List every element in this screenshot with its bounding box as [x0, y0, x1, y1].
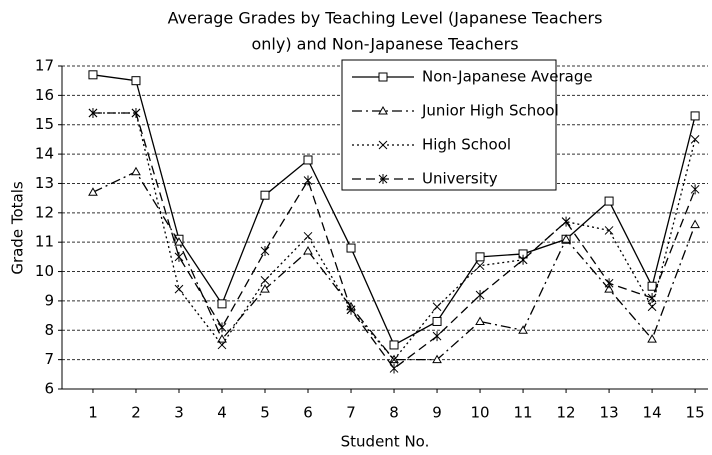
x-tick-label: 6 [303, 404, 313, 422]
marker [88, 107, 98, 118]
x-tick-label: 13 [600, 404, 619, 422]
x-tick-label: 14 [643, 404, 662, 422]
marker [303, 245, 313, 255]
marker [174, 284, 184, 294]
marker [561, 234, 571, 243]
marker [389, 340, 399, 350]
x-tick-label: 9 [432, 404, 442, 422]
marker [475, 290, 485, 301]
marker [647, 281, 657, 291]
x-tick-label: 4 [217, 404, 227, 422]
marker [174, 251, 184, 262]
legend-label: High School [422, 136, 511, 154]
y-axis-label: Grade Totals [9, 181, 27, 275]
chart-title: Average Grades by Teaching Level (Japane… [168, 9, 603, 28]
marker [260, 245, 270, 256]
x-tick-label: 2 [131, 404, 141, 422]
marker [217, 299, 227, 309]
marker [647, 334, 657, 343]
legend-label: Non-Japanese Average [422, 68, 593, 86]
marker [647, 302, 657, 312]
y-tick-label: 13 [35, 174, 54, 192]
series-line [92, 170, 696, 361]
marker [604, 196, 614, 206]
y-tick-label: 6 [44, 380, 54, 398]
marker [260, 190, 270, 200]
legend-marker [378, 105, 388, 115]
marker [346, 243, 356, 253]
x-axis-label: Student No. [341, 433, 430, 451]
series-line [92, 112, 696, 370]
y-tick-label: 14 [35, 145, 54, 163]
y-tick-label: 16 [35, 86, 54, 104]
marker [518, 254, 528, 265]
x-tick-label: 1 [88, 404, 98, 422]
legend-label: University [422, 170, 498, 188]
marker [303, 231, 313, 241]
marker [217, 334, 227, 343]
marker [690, 111, 700, 121]
marker [131, 166, 141, 176]
marker [604, 284, 614, 293]
legend-marker [378, 72, 388, 82]
marker [432, 354, 442, 364]
marker [690, 184, 700, 195]
marker [389, 363, 399, 374]
marker [260, 284, 270, 293]
marker [432, 302, 442, 312]
marker [690, 219, 700, 229]
marker [303, 155, 313, 165]
y-tick-label: 10 [35, 262, 54, 280]
marker [604, 226, 614, 235]
y-tick-label: 15 [35, 115, 54, 133]
marker [88, 70, 98, 80]
chart-title: only) and Non-Japanese Teachers [251, 35, 518, 54]
marker [475, 316, 485, 325]
x-tick-label: 15 [686, 404, 705, 422]
marker [217, 322, 227, 333]
x-tick-label: 5 [260, 404, 270, 422]
marker [346, 304, 356, 315]
marker [475, 252, 485, 262]
marker [389, 355, 399, 364]
legend-marker [378, 174, 388, 184]
x-tick-label: 11 [514, 404, 533, 422]
y-tick-label: 11 [35, 233, 54, 251]
y-tick-label: 8 [44, 321, 54, 339]
x-tick-label: 3 [174, 404, 184, 422]
x-tick-label: 10 [471, 404, 490, 422]
marker [88, 187, 98, 196]
x-tick-label: 7 [346, 404, 356, 422]
marker [690, 135, 700, 144]
marker [217, 340, 227, 350]
y-tick-label: 12 [35, 203, 54, 221]
marker [604, 278, 614, 289]
marker [647, 292, 657, 303]
marker [131, 76, 141, 86]
marker [303, 175, 313, 186]
marker [475, 261, 485, 271]
legend-label: Junior High School [421, 102, 559, 120]
marker [518, 325, 528, 334]
marker [260, 276, 270, 285]
marker [174, 237, 184, 246]
marker [131, 107, 141, 118]
y-tick-label: 9 [44, 291, 54, 309]
marker [432, 331, 442, 342]
marker [561, 216, 571, 227]
marker [432, 316, 442, 326]
x-tick-label: 12 [557, 404, 576, 422]
y-tick-label: 17 [35, 57, 54, 75]
legend-marker [378, 140, 388, 150]
y-tick-label: 7 [44, 350, 54, 368]
x-tick-label: 8 [389, 404, 399, 422]
legend-box [341, 59, 557, 191]
